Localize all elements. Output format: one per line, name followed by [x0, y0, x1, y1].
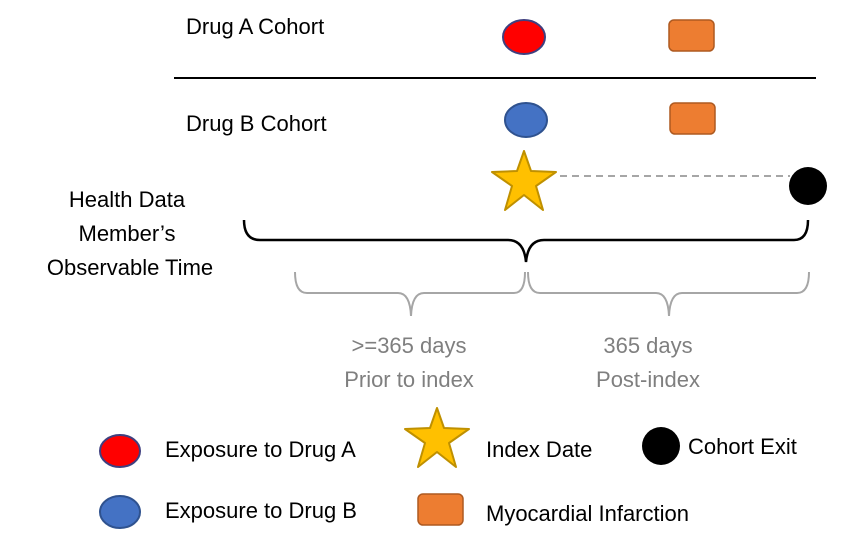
prior-window-bracket [294, 271, 526, 317]
post-window-line-2: Post-index [596, 367, 700, 392]
legend-cohort-exit-label: Cohort Exit [688, 434, 797, 459]
drug-b-cohort-label: Drug B Cohort [186, 111, 327, 136]
observable-time-line-1: Health Data [69, 187, 186, 212]
post-window-line-1: 365 days [603, 333, 692, 358]
legend-orange-rounded-square-icon [417, 493, 464, 526]
observable-time-line-2: Member’s [79, 221, 176, 246]
cohort-exit-marker [789, 167, 827, 205]
prior-window-line-2: Prior to index [344, 367, 474, 392]
drug-b-exposure-marker [504, 102, 548, 138]
observable-time-bracket [242, 219, 810, 263]
legend-red-circle-icon [99, 434, 141, 468]
drug-a-mi-marker [668, 19, 715, 52]
legend-black-circle-icon [642, 427, 680, 465]
prior-window-line-1: >=365 days [352, 333, 467, 358]
drug-a-cohort-label: Drug A Cohort [186, 14, 324, 39]
post-window-bracket [527, 271, 810, 317]
legend-drug-a-label: Exposure to Drug A [165, 437, 356, 462]
observable-time-line-3: Observable Time [47, 255, 213, 280]
legend-drug-b-label: Exposure to Drug B [165, 498, 357, 523]
legend-mi-label: Myocardial Infarction [486, 501, 689, 526]
index-date-star-icon [491, 150, 557, 211]
drug-a-exposure-marker [502, 19, 546, 55]
legend-star-icon [404, 407, 470, 468]
legend-blue-circle-icon [99, 495, 141, 529]
legend: Exposure to Drug A Exposure to Drug B In… [99, 407, 797, 529]
drug-b-mi-marker [669, 102, 716, 135]
legend-index-date-label: Index Date [486, 437, 592, 462]
